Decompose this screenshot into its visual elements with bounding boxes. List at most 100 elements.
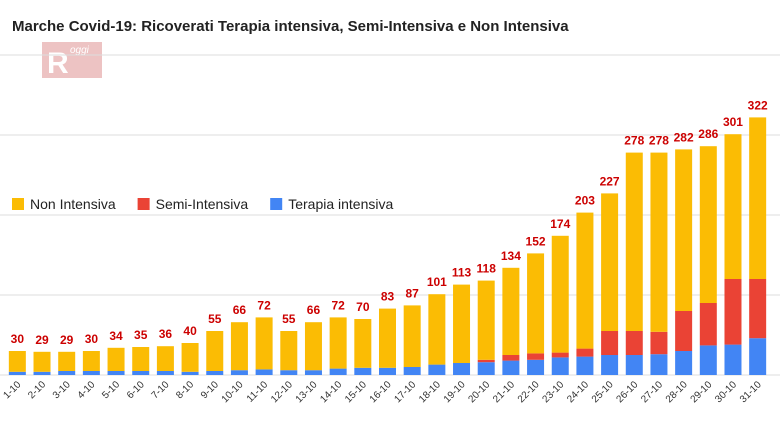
bar-segment	[379, 308, 396, 368]
total-label: 278	[624, 134, 644, 148]
bar-segment	[527, 353, 545, 360]
bar-segment	[675, 311, 693, 351]
bar-segment	[749, 279, 767, 339]
x-tick-label: 11-10	[245, 379, 271, 405]
bar-segment	[230, 370, 248, 375]
x-tick-label: 28-10	[664, 379, 690, 405]
legend-label: Semi-Intensiva	[156, 196, 249, 212]
x-tick-label: 20-10	[466, 379, 492, 405]
bar-segment	[502, 360, 520, 375]
bar-segment	[132, 347, 150, 371]
x-tick-label: 7-10	[150, 379, 172, 401]
x-tick-label: 3-10	[51, 379, 73, 401]
x-tick-label: 5-10	[100, 379, 122, 401]
bar-segment	[403, 367, 421, 375]
bar-segment	[58, 371, 76, 375]
total-label: 35	[134, 328, 148, 342]
bar-segment	[551, 357, 569, 375]
total-label: 36	[159, 327, 173, 341]
bar-segment	[379, 367, 396, 375]
x-tick-label: 6-10	[125, 379, 147, 401]
x-tick-label: 25-10	[590, 379, 616, 405]
bar-segment	[206, 331, 224, 371]
bar-segment	[206, 371, 224, 375]
bar-segment	[181, 343, 199, 372]
bar-segment	[329, 368, 347, 375]
total-label: 29	[60, 333, 74, 347]
bar-segment	[82, 371, 100, 375]
total-label: 83	[381, 290, 395, 304]
bar-segment	[675, 351, 693, 375]
x-tick-label: 29-10	[689, 379, 715, 405]
x-tick-label: 18-10	[417, 379, 443, 405]
bar-segment	[724, 279, 742, 345]
bar-segment	[477, 280, 495, 360]
bar-segment	[527, 253, 545, 354]
bar-segment	[156, 371, 174, 375]
bar-segment	[699, 303, 717, 346]
x-tick-label: 13-10	[294, 379, 320, 405]
bar-segment	[255, 369, 273, 375]
x-tick-label: 2-10	[26, 379, 48, 401]
bar-segment	[650, 331, 668, 355]
legend-label: Terapia intensiva	[288, 196, 393, 212]
total-label: 72	[331, 298, 345, 312]
bar-segment	[280, 370, 298, 375]
logo: R oggi	[42, 42, 102, 80]
bar-segment	[453, 284, 471, 363]
x-tick-label: 14-10	[318, 379, 344, 405]
x-tick-label: 26-10	[615, 379, 641, 405]
bar-segment	[625, 331, 643, 355]
x-tick-label: 30-10	[713, 379, 739, 405]
bar-segment	[8, 351, 26, 372]
x-tick-label: 19-10	[442, 379, 468, 405]
x-tick-label: 15-10	[343, 379, 369, 405]
total-label: 118	[477, 262, 497, 276]
bar-segment	[625, 355, 643, 375]
bar-segment	[33, 351, 51, 372]
bar-segment	[33, 371, 51, 375]
bar-segment	[477, 362, 495, 375]
total-label: 66	[307, 303, 321, 317]
bar-segment	[304, 370, 322, 375]
bar-segment	[132, 371, 150, 375]
bar-segment	[280, 331, 298, 371]
total-label: 66	[233, 303, 247, 317]
bar-segment	[749, 117, 767, 280]
bar-segment	[107, 371, 125, 375]
total-label: 134	[501, 249, 521, 263]
bar-segment	[403, 305, 421, 367]
x-tick-label: 8-10	[174, 379, 196, 401]
total-label: 72	[257, 298, 271, 312]
bar-segment	[724, 134, 742, 279]
x-tick-label: 10-10	[220, 379, 246, 405]
bar-segment	[82, 351, 100, 371]
bar-segment	[354, 367, 372, 375]
bar-segment	[650, 354, 668, 375]
bar-segment	[625, 152, 643, 331]
bar-segment	[551, 352, 569, 358]
bar-segment	[576, 212, 594, 349]
total-label: 322	[748, 98, 768, 112]
total-label: 40	[183, 324, 197, 338]
bar-segment	[699, 146, 717, 303]
total-label: 55	[208, 312, 222, 326]
total-label: 70	[356, 300, 370, 314]
x-tick-label: 16-10	[368, 379, 394, 405]
total-label: 34	[109, 329, 123, 343]
logo-box	[42, 42, 102, 78]
total-label: 227	[600, 174, 620, 188]
bar-segment	[58, 351, 76, 371]
legend-swatch	[270, 198, 283, 210]
total-label: 87	[405, 286, 419, 300]
bar-segment	[181, 371, 199, 375]
bar-segment	[453, 363, 471, 375]
bar-segment	[502, 267, 520, 355]
legend-label: Non Intensiva	[30, 196, 116, 212]
total-label: 30	[11, 332, 25, 346]
total-label: 55	[282, 312, 296, 326]
bar-segment	[230, 322, 248, 371]
bar-segment	[8, 371, 26, 375]
logo-text: oggi	[70, 45, 90, 56]
